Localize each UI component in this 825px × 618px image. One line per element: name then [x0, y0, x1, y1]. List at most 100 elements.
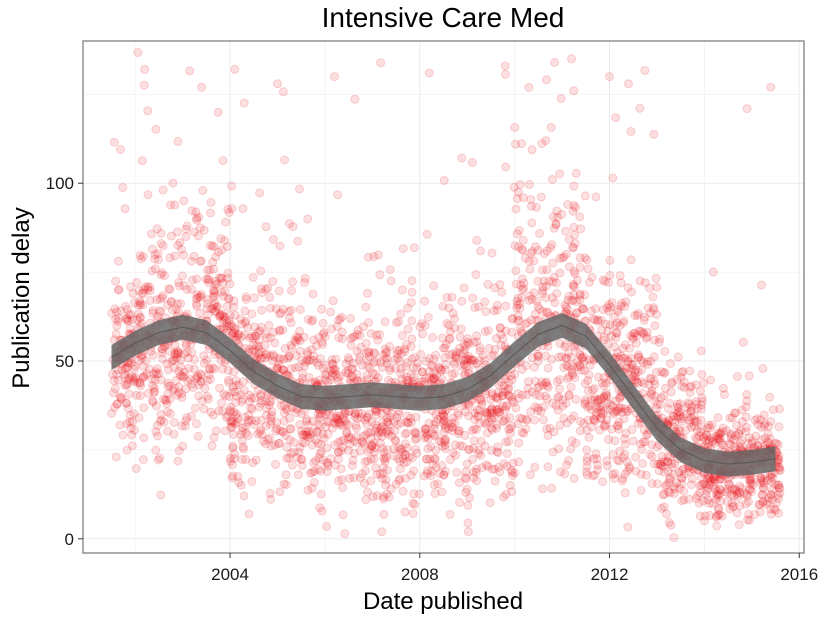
- data-point: [226, 418, 236, 428]
- data-point: [218, 364, 227, 374]
- data-point: [197, 377, 206, 387]
- data-point: [194, 391, 203, 401]
- data-point: [193, 371, 203, 381]
- data-point: [229, 302, 239, 312]
- data-point: [153, 249, 163, 259]
- data-point: [390, 355, 400, 365]
- data-point: [497, 287, 507, 297]
- data-point: [333, 415, 343, 425]
- data-point: [131, 464, 141, 474]
- data-point: [230, 449, 240, 459]
- data-point: [598, 305, 608, 315]
- data-point: [358, 431, 368, 441]
- data-point: [314, 333, 324, 342]
- x-axis-ticks: 2004 2008 2012 2016: [211, 553, 818, 584]
- data-point: [255, 326, 265, 336]
- data-point: [111, 276, 121, 286]
- data-point: [148, 381, 158, 391]
- data-point: [547, 483, 557, 493]
- data-point: [620, 439, 630, 449]
- data-point: [471, 270, 481, 280]
- data-point: [187, 379, 197, 389]
- data-point: [542, 265, 552, 275]
- data-point: [555, 268, 565, 278]
- data-point: [156, 415, 166, 425]
- data-point: [289, 437, 299, 447]
- data-point: [154, 255, 163, 265]
- data-point: [232, 391, 241, 401]
- data-point: [652, 282, 662, 292]
- data-point: [296, 409, 306, 418]
- data-point: [334, 454, 343, 464]
- data-point: [517, 364, 527, 374]
- data-point: [295, 184, 304, 194]
- data-point: [476, 246, 486, 256]
- data-point: [195, 292, 205, 302]
- data-point: [340, 416, 350, 426]
- data-point: [526, 407, 536, 417]
- data-point: [217, 245, 227, 255]
- data-point: [261, 439, 271, 449]
- data-point: [130, 425, 140, 435]
- data-point: [381, 348, 391, 358]
- data-point: [179, 250, 189, 260]
- data-point: [214, 406, 224, 416]
- data-point: [386, 276, 396, 286]
- data-point: [223, 411, 233, 421]
- data-point: [275, 325, 285, 335]
- data-point: [278, 87, 288, 97]
- data-point: [295, 336, 305, 346]
- data-point: [156, 228, 166, 238]
- data-point: [738, 337, 748, 347]
- data-point: [182, 285, 192, 295]
- data-point: [196, 292, 206, 302]
- data-point: [237, 455, 247, 464]
- data-point: [651, 273, 661, 283]
- data-point: [350, 409, 360, 419]
- data-point: [293, 236, 303, 246]
- data-point: [167, 305, 177, 315]
- data-point: [237, 397, 247, 407]
- data-point: [113, 316, 123, 326]
- data-point: [378, 444, 388, 453]
- data-point: [591, 304, 601, 314]
- data-point: [266, 397, 276, 407]
- data-point: [230, 325, 240, 335]
- data-point: [696, 346, 706, 356]
- data-point: [244, 410, 254, 420]
- data-point: [120, 364, 130, 374]
- data-point: [166, 200, 175, 210]
- y-axis-ticks: 0 50 100: [46, 174, 83, 549]
- data-point: [367, 441, 377, 451]
- data-point: [245, 333, 255, 343]
- data-point: [363, 446, 373, 456]
- data-point: [274, 353, 284, 363]
- data-point: [717, 511, 727, 521]
- data-point: [363, 487, 372, 497]
- data-point: [429, 354, 439, 364]
- data-point: [309, 458, 319, 468]
- data-point: [280, 155, 290, 165]
- data-point: [495, 280, 505, 289]
- data-point: [204, 278, 214, 288]
- data-point: [344, 434, 354, 444]
- data-point: [130, 364, 139, 374]
- data-point: [163, 389, 173, 399]
- data-point: [125, 324, 135, 334]
- data-point: [256, 347, 266, 357]
- data-point: [332, 412, 342, 421]
- data-point: [406, 369, 416, 379]
- data-point: [138, 289, 148, 298]
- data-point: [208, 257, 218, 267]
- data-point: [122, 363, 131, 373]
- data-point: [304, 420, 314, 430]
- data-point: [241, 292, 251, 302]
- data-point: [402, 372, 411, 382]
- data-point: [667, 379, 677, 389]
- data-point: [424, 68, 434, 78]
- data-point: [120, 380, 130, 390]
- data-point: [351, 420, 361, 430]
- data-point: [615, 446, 625, 456]
- data-point: [210, 364, 219, 374]
- data-point: [182, 413, 192, 423]
